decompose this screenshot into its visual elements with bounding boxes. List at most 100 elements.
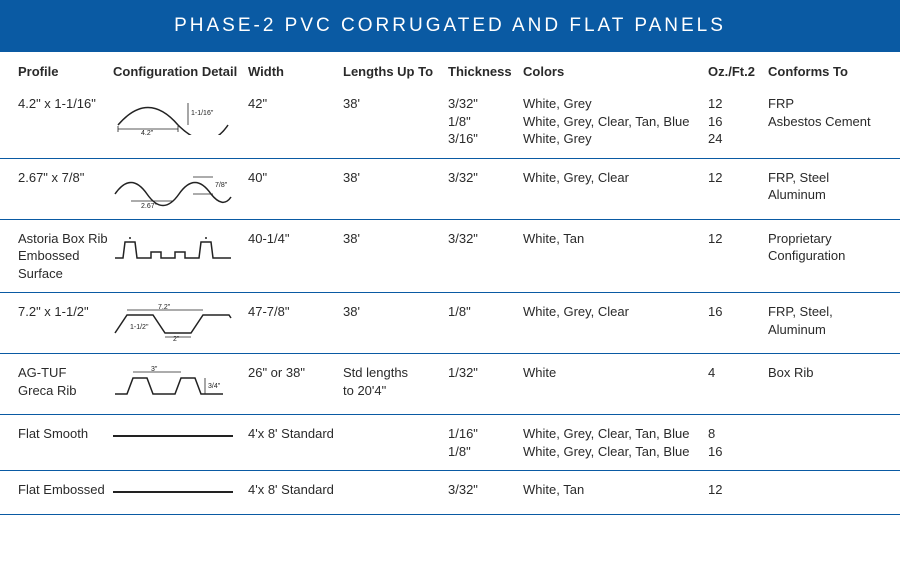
profile-cell: Flat Embossed [18, 481, 113, 499]
length-cell: Std lengthsto 20'4" [343, 364, 448, 399]
colors-cell-line: White, Grey, Clear [523, 303, 708, 321]
oz-cell-line: 16 [708, 443, 768, 461]
table-header: Profile Configuration Detail Width Lengt… [0, 52, 900, 85]
colors-cell-line: White, Tan [523, 230, 708, 248]
oz-cell: 16 [708, 303, 768, 321]
thickness-cell-line: 3/32" [448, 230, 523, 248]
svg-text:3": 3" [151, 366, 158, 373]
width-cell: 26" or 38" [248, 364, 343, 382]
table-row: 2.67" x 7/8" 2.67" 7/8" 40" 38' 3/32" Wh… [0, 159, 900, 220]
width-cell-line: 40" [248, 169, 343, 187]
profile-cell-line: 2.67" x 7/8" [18, 169, 113, 187]
colors-cell-line: White, Tan [523, 481, 708, 499]
conforms-cell-line: FRP [768, 95, 882, 113]
col-colors: Colors [523, 64, 708, 79]
thickness-cell-line: 3/16" [448, 130, 523, 148]
svg-text:1-1/16": 1-1/16" [191, 110, 214, 117]
width-cell-line: 4'x 8' Standard [248, 481, 343, 499]
panel-table: Profile Configuration Detail Width Lengt… [0, 52, 900, 515]
oz-cell-line: 4 [708, 364, 768, 382]
thickness-cell-line: 1/8" [448, 443, 523, 461]
colors-cell: White, Grey, Clear, Tan, BlueWhite, Grey… [523, 425, 708, 460]
thickness-cell: 3/32" [448, 481, 523, 499]
config-diagram: 4.2" 1-1/16" [113, 95, 248, 135]
page-title: PHASE-2 PVC CORRUGATED AND FLAT PANELS [0, 0, 900, 52]
config-diagram [113, 230, 248, 270]
table-row: AG-TUFGreca Rib 3" 3/4" 26" or 38" Std l… [0, 354, 900, 415]
config-diagram: 3" 3/4" [113, 364, 248, 404]
length-cell-line: to 20'4" [343, 382, 448, 400]
table-row: Flat Smooth 4'x 8' Standard 1/16"1/8" Wh… [0, 415, 900, 471]
conforms-cell: Box Rib [768, 364, 882, 382]
title-text: PHASE-2 PVC CORRUGATED AND FLAT PANELS [174, 15, 726, 37]
conforms-cell: FRP, SteelAluminum [768, 169, 882, 204]
conforms-cell: ProprietaryConfiguration [768, 230, 882, 265]
colors-cell: White, Tan [523, 230, 708, 248]
width-cell-line: 26" or 38" [248, 364, 343, 382]
oz-cell-line: 12 [708, 481, 768, 499]
oz-cell: 12 [708, 481, 768, 499]
oz-cell: 121624 [708, 95, 768, 148]
colors-cell-line: White [523, 364, 708, 382]
width-cell-line: 4'x 8' Standard [248, 425, 343, 443]
profile-cell-line: 7.2" x 1-1/2" [18, 303, 113, 321]
oz-cell-line: 8 [708, 425, 768, 443]
colors-cell: White, Grey, Clear [523, 169, 708, 187]
profile-cell: 4.2" x 1-1/16" [18, 95, 113, 113]
colors-cell-line: White, Grey [523, 130, 708, 148]
thickness-cell-line: 1/8" [448, 303, 523, 321]
conforms-cell-line: FRP, Steel, [768, 303, 882, 321]
col-conforms: Conforms To [768, 64, 882, 79]
colors-cell-line: White, Grey [523, 95, 708, 113]
length-cell: 38' [343, 303, 448, 321]
profile-cell-line: Greca Rib [18, 382, 113, 400]
svg-text:4.2": 4.2" [141, 130, 154, 135]
width-cell: 40" [248, 169, 343, 187]
svg-text:3/4": 3/4" [208, 383, 221, 390]
thickness-cell-line: 1/16" [448, 425, 523, 443]
svg-text:2.67": 2.67" [141, 203, 158, 209]
profile-cell-line: AG-TUF [18, 364, 113, 382]
table-row: 7.2" x 1-1/2" 7.2" 1-1/2" 2" 47-7/8" 38'… [0, 293, 900, 354]
thickness-cell: 3/32"1/8"3/16" [448, 95, 523, 148]
table-row: Astoria Box RibEmbossed Surface 40-1/4" … [0, 220, 900, 294]
conforms-cell-line: Proprietary [768, 230, 882, 248]
length-cell: 38' [343, 95, 448, 113]
profile-cell: 7.2" x 1-1/2" [18, 303, 113, 321]
conforms-cell-line: Aluminum [768, 186, 882, 204]
length-cell-line: 38' [343, 95, 448, 113]
svg-text:1-1/2": 1-1/2" [130, 324, 149, 331]
profile-cell: AG-TUFGreca Rib [18, 364, 113, 399]
profile-cell-line: Flat Smooth [18, 425, 113, 443]
table-row: Flat Embossed 4'x 8' Standard 3/32" Whit… [0, 471, 900, 515]
oz-cell: 4 [708, 364, 768, 382]
oz-cell-line: 16 [708, 303, 768, 321]
length-cell-line: Std lengths [343, 364, 448, 382]
thickness-cell-line: 1/8" [448, 113, 523, 131]
conforms-cell-line: Asbestos Cement [768, 113, 882, 131]
colors-cell: White [523, 364, 708, 382]
length-cell: 38' [343, 169, 448, 187]
oz-cell-line: 12 [708, 230, 768, 248]
length-cell: 38' [343, 230, 448, 248]
thickness-cell: 3/32" [448, 230, 523, 248]
width-cell: 4'x 8' Standard [248, 425, 343, 443]
profile-cell-line: Embossed Surface [18, 247, 113, 282]
col-length: Lengths Up To [343, 64, 448, 79]
conforms-cell-line: Box Rib [768, 364, 882, 382]
width-cell: 40-1/4" [248, 230, 343, 248]
width-cell-line: 42" [248, 95, 343, 113]
colors-cell-line: White, Grey, Clear [523, 169, 708, 187]
config-diagram [113, 481, 248, 495]
width-cell: 47-7/8" [248, 303, 343, 321]
thickness-cell-line: 1/32" [448, 364, 523, 382]
thickness-cell-line: 3/32" [448, 481, 523, 499]
width-cell-line: 40-1/4" [248, 230, 343, 248]
profile-cell: Flat Smooth [18, 425, 113, 443]
thickness-cell: 3/32" [448, 169, 523, 187]
conforms-cell-line: Aluminum [768, 321, 882, 339]
profile-cell-line: Flat Embossed [18, 481, 113, 499]
width-cell-line: 47-7/8" [248, 303, 343, 321]
conforms-cell: FRP, Steel,Aluminum [768, 303, 882, 338]
oz-cell-line: 12 [708, 169, 768, 187]
